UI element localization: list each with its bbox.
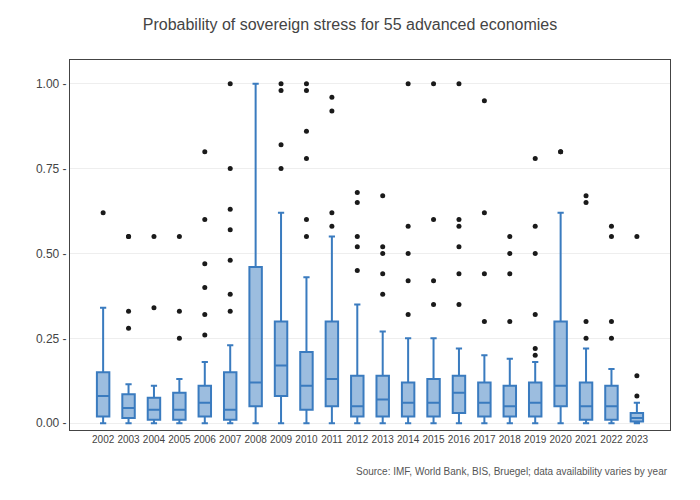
svg-text:2009: 2009 (270, 434, 293, 445)
svg-text:2018: 2018 (499, 434, 522, 445)
svg-text:2008: 2008 (245, 434, 268, 445)
svg-text:2016: 2016 (448, 434, 471, 445)
svg-text:2010: 2010 (295, 434, 318, 445)
svg-text:2020: 2020 (550, 434, 573, 445)
svg-text:2017: 2017 (473, 434, 496, 445)
svg-text:2004: 2004 (143, 434, 166, 445)
svg-text:2023: 2023 (626, 434, 649, 445)
svg-text:2014: 2014 (397, 434, 420, 445)
svg-text:0.50 -: 0.50 - (36, 247, 67, 261)
svg-text:2021: 2021 (575, 434, 598, 445)
svg-text:0.25 -: 0.25 - (36, 332, 67, 346)
svg-text:1.00 -: 1.00 - (36, 77, 67, 91)
svg-text:Source: IMF, World Bank, BIS,: Source: IMF, World Bank, BIS, Bruegel; d… (356, 466, 668, 477)
svg-text:Probability of sovereign stres: Probability of sovereign stress for 55 a… (143, 16, 557, 33)
svg-text:2007: 2007 (219, 434, 242, 445)
svg-text:2022: 2022 (600, 434, 623, 445)
svg-text:2012: 2012 (346, 434, 369, 445)
svg-text:2013: 2013 (372, 434, 395, 445)
svg-text:2019: 2019 (524, 434, 547, 445)
svg-text:2015: 2015 (422, 434, 445, 445)
svg-text:2003: 2003 (117, 434, 140, 445)
svg-text:2006: 2006 (194, 434, 217, 445)
svg-text:2011: 2011 (321, 434, 343, 445)
svg-text:0.75 -: 0.75 - (36, 162, 67, 176)
svg-text:2002: 2002 (92, 434, 115, 445)
svg-text:2005: 2005 (168, 434, 191, 445)
svg-text:0.00 -: 0.00 - (36, 416, 67, 430)
